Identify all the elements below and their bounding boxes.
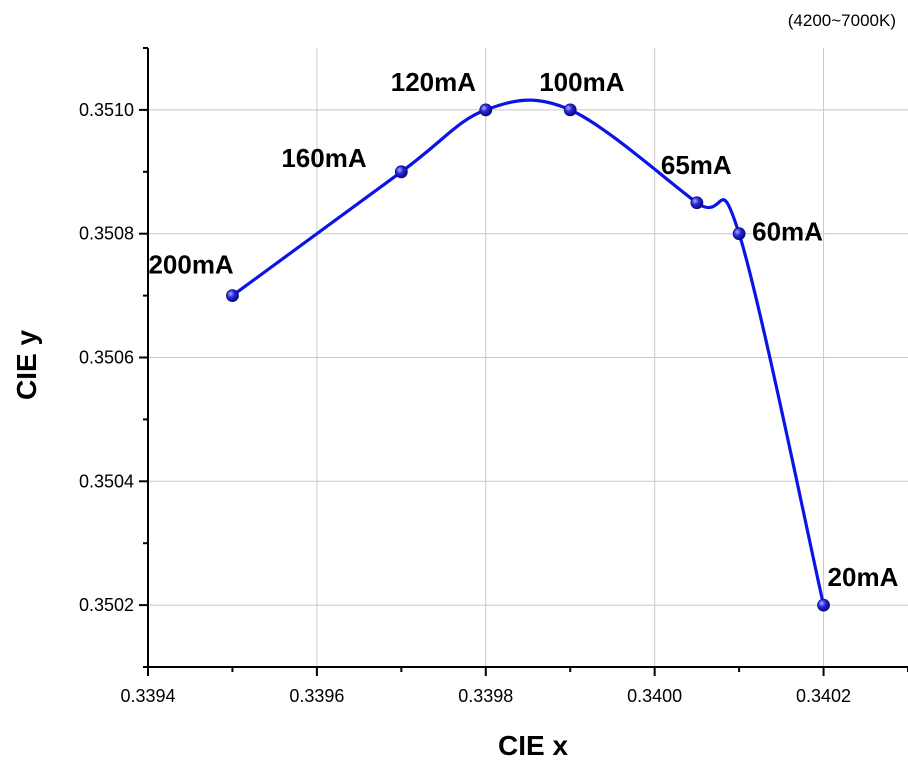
series-curve: [231, 98, 826, 606]
x-tick-label: 0.3396: [289, 686, 344, 706]
grid: [148, 48, 908, 667]
data-point-label: 100mA: [539, 67, 624, 97]
x-tick-label: 0.3394: [120, 686, 175, 706]
x-tick-label: 0.3398: [458, 686, 513, 706]
x-tick-label: 0.3400: [627, 686, 682, 706]
data-point-label: 65mA: [661, 150, 732, 180]
y-tick-label: 0.3510: [79, 100, 134, 120]
data-points: [226, 103, 830, 612]
y-tick-label: 0.3508: [79, 224, 134, 244]
data-point-label: 120mA: [391, 67, 476, 97]
chart-note: (4200~7000K): [788, 11, 896, 30]
data-point-label: 160mA: [281, 143, 366, 173]
y-tick-label: 0.3504: [79, 471, 134, 491]
data-point-marker: [690, 196, 704, 210]
point-labels: 200mA 160mA 120mA 100mA 65mA 60mA 20mA: [148, 67, 898, 592]
data-point-label: 20mA: [828, 562, 899, 592]
y-axis-title: CIE y: [11, 330, 42, 400]
data-point-label: 60mA: [752, 217, 823, 247]
data-point-marker: [394, 165, 408, 179]
data-point-marker: [563, 103, 577, 117]
data-point-marker: [479, 103, 493, 117]
y-tick-label: 0.3506: [79, 348, 134, 368]
data-point-marker: [226, 289, 239, 303]
y-tick-label: 0.3502: [79, 595, 134, 615]
series-line: [231, 98, 826, 606]
data-point-marker: [817, 598, 830, 612]
ticks: 0.3394 0.3396 0.3398 0.3400 0.3402 0.3502 0.35…: [79, 47, 908, 706]
x-axis-title: CIE x: [498, 730, 568, 761]
data-point-label: 200mA: [148, 250, 233, 280]
data-point-marker: [732, 227, 746, 241]
x-tick-label: 0.3402: [796, 686, 851, 706]
